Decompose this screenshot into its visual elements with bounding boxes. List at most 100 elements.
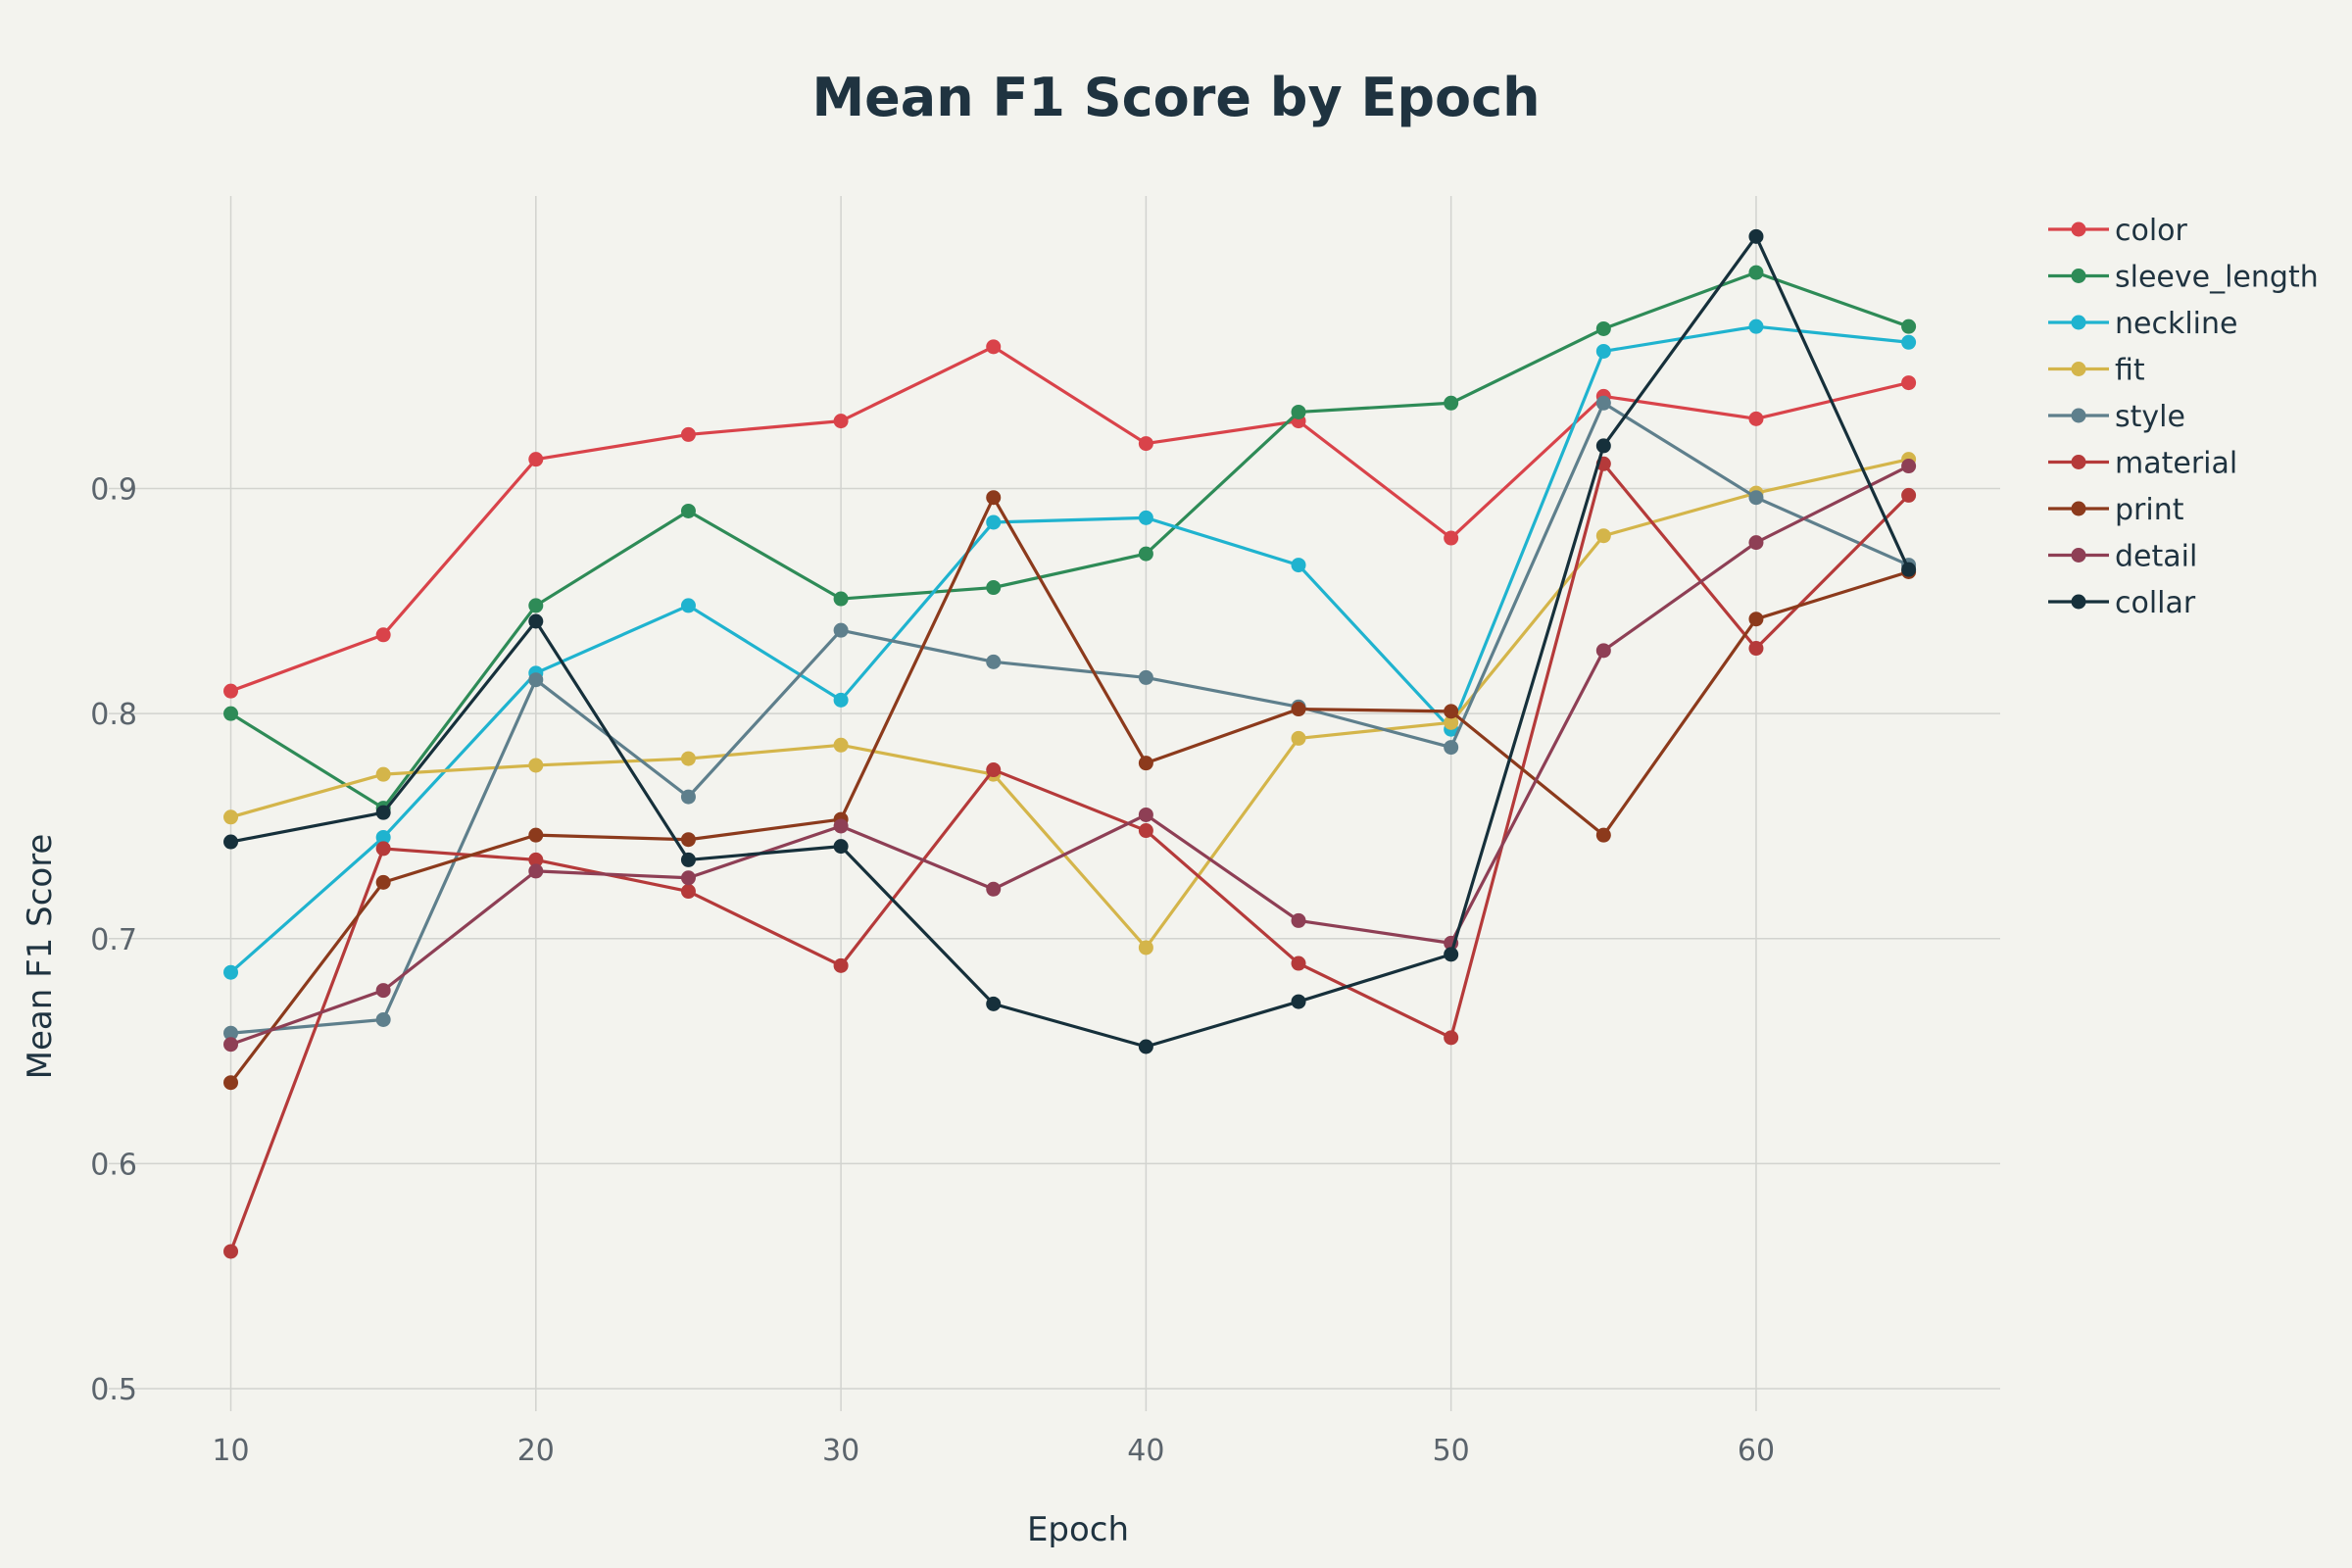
chart-title: Mean F1 Score by Epoch [811, 67, 1540, 128]
data-point-style [1138, 669, 1153, 685]
legend-item-neckline: neckline [2048, 307, 2237, 341]
legend-label: print [2115, 493, 2184, 527]
data-point-collar [1901, 562, 1917, 577]
series-sleeve_length [223, 265, 1917, 816]
data-point-sleeve_length [1138, 546, 1153, 562]
data-point-sleeve_length [1901, 318, 1917, 334]
data-point-color [1444, 530, 1459, 546]
data-point-material [1748, 641, 1764, 657]
data-point-material [1138, 823, 1153, 839]
legend-swatch-marker [2071, 501, 2086, 516]
data-point-detail [986, 881, 1002, 897]
legend-swatch-marker [2071, 362, 2086, 376]
legend: color sleeve_length neckline fit style materi… [2048, 214, 2319, 620]
legend-item-collar: collar [2048, 586, 2196, 620]
data-point-collar [833, 839, 849, 855]
data-point-color [1748, 411, 1764, 426]
data-point-fit [375, 766, 391, 782]
data-point-detail [375, 983, 391, 999]
data-point-sleeve_length [1595, 320, 1611, 336]
data-point-print [1444, 704, 1459, 719]
legend-label: color [2115, 214, 2188, 248]
data-point-print [1748, 612, 1764, 627]
data-point-print [1291, 702, 1306, 717]
data-point-collar [1291, 994, 1306, 1009]
data-point-collar [1444, 947, 1459, 962]
legend-swatch-marker [2071, 594, 2086, 610]
y-axis-title: Mean F1 Score [21, 834, 60, 1080]
x-axis-title: Epoch [1027, 1510, 1129, 1549]
data-point-fit [1444, 714, 1459, 730]
data-point-style [1595, 395, 1611, 411]
data-point-neckline [375, 829, 391, 845]
data-point-sleeve_length [1291, 404, 1306, 419]
data-point-color [528, 452, 544, 467]
data-point-detail [680, 870, 696, 886]
data-point-neckline [1595, 343, 1611, 359]
data-point-print [680, 832, 696, 848]
data-point-sleeve_length [986, 580, 1002, 596]
legend-item-print: print [2048, 493, 2184, 527]
data-point-neckline [986, 514, 1002, 530]
data-point-print [1595, 827, 1611, 843]
series-line-color [229, 345, 1909, 693]
data-point-neckline [223, 964, 239, 980]
data-point-neckline [1138, 510, 1153, 525]
data-point-collar [1138, 1039, 1153, 1054]
data-point-style [680, 789, 696, 805]
series-detail [223, 459, 1917, 1053]
data-point-print [223, 1075, 239, 1091]
data-point-material [833, 957, 849, 973]
data-point-material [528, 852, 544, 867]
x-tick-label: 60 [1738, 1434, 1775, 1468]
legend-item-sleeve_length: sleeve_length [2048, 261, 2319, 295]
data-point-neckline [680, 598, 696, 613]
data-point-color [680, 426, 696, 442]
data-point-fit [1138, 940, 1153, 956]
legend-label: material [2115, 447, 2237, 481]
legend-item-style: style [2048, 400, 2185, 434]
data-point-collar [1595, 438, 1611, 454]
data-point-neckline [1901, 334, 1917, 350]
data-point-color [375, 627, 391, 643]
data-point-detail [1901, 459, 1917, 474]
data-point-collar [680, 852, 696, 867]
data-point-sleeve_length [833, 591, 849, 607]
data-point-fit [833, 737, 849, 753]
legend-swatch-marker [2071, 455, 2086, 469]
legend-item-color: color [2048, 214, 2188, 248]
data-point-detail [833, 818, 849, 834]
x-tick-label: 30 [822, 1434, 859, 1468]
data-point-material [1901, 487, 1917, 503]
data-point-print [528, 827, 544, 843]
axes: 10 20 30 40 50 60 0.5 0.6 0.7 0.8 0.9 [90, 473, 1775, 1468]
legend-swatch-marker [2071, 408, 2086, 423]
series-style [223, 395, 1917, 1041]
legend-item-fit: fit [2048, 354, 2145, 388]
data-point-color [986, 339, 1002, 355]
y-tick-label: 0.9 [90, 473, 137, 508]
data-point-material [375, 841, 391, 857]
y-tick-label: 0.5 [90, 1373, 137, 1407]
legend-label: style [2115, 400, 2185, 434]
legend-label: detail [2115, 540, 2197, 574]
data-point-fit [223, 809, 239, 825]
series-neckline [223, 318, 1917, 980]
y-tick-label: 0.6 [90, 1148, 137, 1182]
series-line-sleeve_length [229, 270, 1910, 810]
data-point-neckline [1748, 318, 1764, 334]
data-point-fit [528, 758, 544, 773]
data-point-style [833, 622, 849, 638]
data-point-color [833, 414, 849, 429]
legend-item-material: material [2048, 447, 2237, 481]
data-point-material [1291, 956, 1306, 971]
legend-swatch-marker [2071, 221, 2086, 237]
legend-label: collar [2115, 586, 2196, 620]
data-point-detail [1291, 912, 1306, 928]
x-tick-label: 50 [1433, 1434, 1470, 1468]
y-tick-label: 0.7 [90, 923, 137, 957]
data-point-collar [375, 805, 391, 820]
data-point-color [1138, 436, 1153, 452]
x-tick-label: 40 [1127, 1434, 1164, 1468]
